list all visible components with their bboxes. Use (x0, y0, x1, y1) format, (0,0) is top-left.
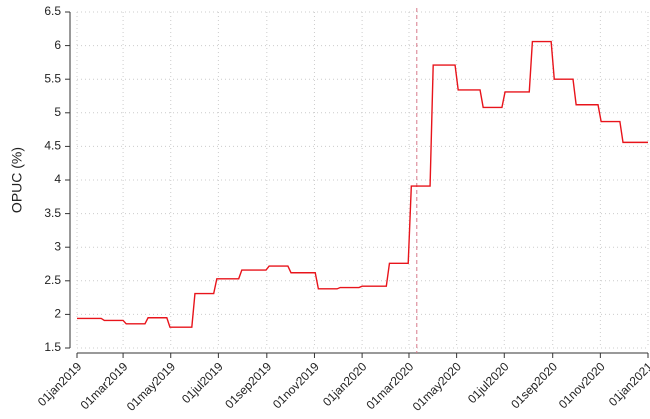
y-tick-label: 2 (54, 307, 61, 321)
y-tick-label: 1.5 (44, 340, 61, 354)
y-tick-label: 6.5 (44, 4, 61, 18)
y-tick-label: 3 (54, 239, 61, 253)
y-tick-label: 4.5 (44, 139, 61, 153)
x-tick-label: 01jan2020 (320, 359, 370, 409)
y-tick-label: 5 (54, 105, 61, 119)
x-tick-label: 01sep2020 (508, 359, 560, 411)
y-tick-label: 3.5 (44, 206, 61, 220)
x-tick-label: 01jul2019 (179, 359, 226, 406)
y-axis-title: OPUC (%) (9, 147, 25, 213)
x-tick-label: 01jan2021 (606, 359, 650, 409)
y-tick-label: 2.5 (44, 273, 61, 287)
y-tick-label: 6 (54, 38, 61, 52)
x-tick-label: 01sep2019 (222, 359, 274, 411)
x-tick-label: 01may2020 (410, 359, 464, 413)
x-tick-label: 01mar2020 (364, 359, 417, 412)
x-tick-label: 01mar2019 (78, 359, 131, 412)
x-tick-label: 01may2019 (124, 359, 178, 413)
y-tick-label: 4 (54, 172, 61, 186)
y-tick-label: 5.5 (44, 71, 61, 85)
data-line (77, 40, 648, 328)
x-tick-label: 01jul2020 (465, 359, 512, 406)
x-tick-label: 01nov2019 (270, 359, 322, 411)
x-tick-label: 01nov2020 (556, 359, 608, 411)
